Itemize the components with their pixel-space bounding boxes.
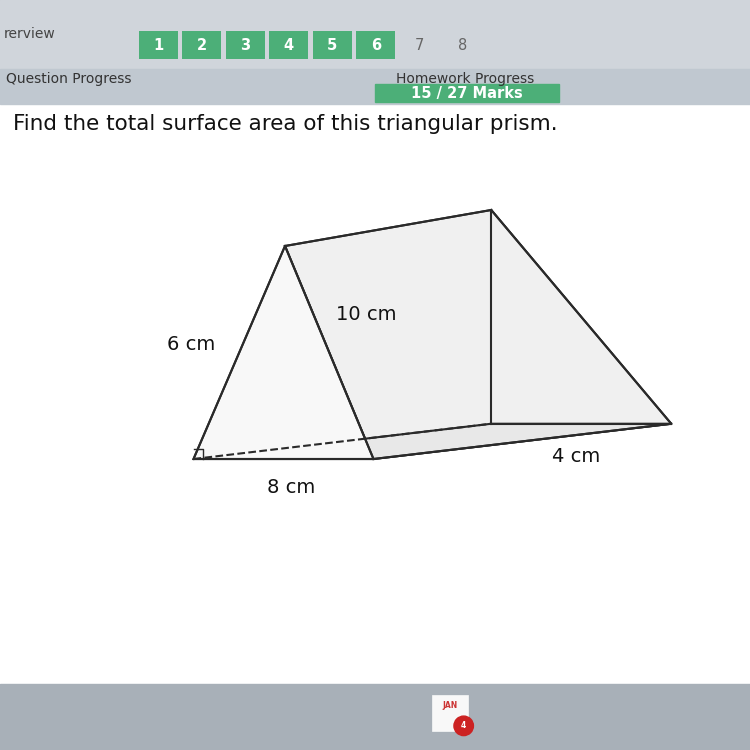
Text: 1: 1 (153, 38, 164, 52)
Bar (269, 31, 308, 59)
Text: 2: 2 (196, 38, 207, 52)
Text: Homework Progress: Homework Progress (396, 72, 534, 86)
Text: 6: 6 (370, 38, 381, 52)
Polygon shape (285, 210, 671, 459)
Text: Find the total surface area of this triangular prism.: Find the total surface area of this tria… (13, 114, 558, 134)
Text: rerview: rerview (4, 28, 55, 41)
Bar (139, 31, 178, 59)
Text: 8: 8 (458, 38, 467, 52)
Text: JAN: JAN (442, 700, 458, 709)
Bar (0, 69, 750, 104)
Bar (226, 31, 265, 59)
Text: 4: 4 (284, 38, 294, 52)
Bar (0, 0, 750, 69)
Text: 15 / 27 Marks: 15 / 27 Marks (411, 86, 522, 101)
Text: Question Progress: Question Progress (6, 72, 131, 86)
Circle shape (454, 716, 473, 736)
Polygon shape (194, 424, 671, 459)
Text: 7: 7 (415, 38, 424, 52)
Text: 8 cm: 8 cm (267, 478, 315, 497)
FancyBboxPatch shape (0, 69, 750, 684)
Bar (0, 684, 750, 750)
Bar (375, 84, 559, 102)
Text: 6 cm: 6 cm (167, 335, 215, 355)
Bar (182, 31, 221, 59)
Bar (356, 31, 395, 59)
Polygon shape (491, 210, 671, 424)
Bar (432, 695, 468, 731)
Text: 10 cm: 10 cm (337, 305, 397, 325)
Text: 4 cm: 4 cm (552, 447, 601, 466)
Text: 5: 5 (327, 38, 338, 52)
Bar (313, 31, 352, 59)
Text: 4: 4 (461, 722, 466, 730)
Polygon shape (194, 246, 374, 459)
Text: 3: 3 (240, 38, 250, 52)
